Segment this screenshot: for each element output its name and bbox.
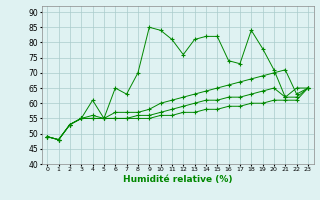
X-axis label: Humidité relative (%): Humidité relative (%)	[123, 175, 232, 184]
